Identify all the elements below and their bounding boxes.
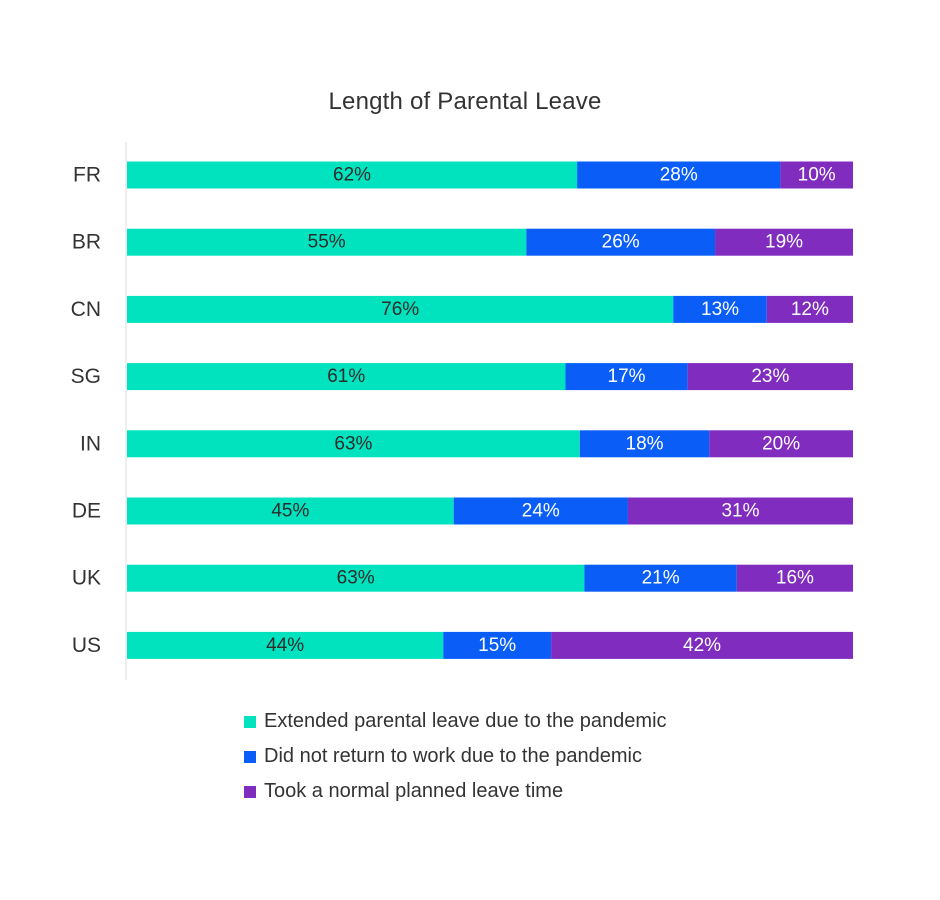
bar-de-did-not-return [453,497,628,525]
legend-swatch-normal-leave [244,785,256,798]
bar-uk-did-not-return [584,564,737,592]
data-label-br-normal-leave: 19% [765,232,803,253]
bar-us-extended [127,631,444,659]
legend-label-did-not-return: Did not return to work due to the pandem… [264,745,642,767]
category-label-fr: FR [73,164,101,187]
legend-item-extended: Extended parental leave due to the pande… [244,704,667,739]
data-label-us-normal-leave: 42% [683,635,721,656]
data-label-sg-normal-leave: 23% [751,366,789,387]
bar-fr-normal-leave [780,161,853,189]
bar-fr-extended [127,161,578,189]
bar-uk-extended [127,564,585,592]
category-label-br: BR [72,231,101,254]
bar-sg-extended [127,363,566,391]
category-label-in: IN [80,432,101,455]
data-label-in-normal-leave: 20% [762,433,800,454]
data-label-de-did-not-return: 24% [522,501,560,522]
bar-us-normal-leave [551,631,853,659]
data-label-cn-did-not-return: 13% [701,299,739,320]
legend-swatch-did-not-return [244,750,256,763]
legend: Extended parental leave due to the pande… [244,704,667,809]
bar-sg-did-not-return [565,363,688,391]
bars-layer: FR 62% 28% 10% BR 55% 26% 19% CN 76% 13% 12% SG 61% 17… [71,161,853,659]
bar-br-did-not-return [526,228,716,256]
bar-de-extended [127,497,454,525]
category-label-us: US [72,634,101,657]
legend-label-extended: Extended parental leave due to the pande… [264,710,667,732]
legend-item-normal-leave: Took a normal planned leave time [244,774,667,809]
category-label-cn: CN [71,298,101,321]
bar-fr-did-not-return [577,161,781,189]
bar-in-normal-leave [709,430,853,458]
bar-in-extended [127,430,580,458]
bar-br-normal-leave [715,228,853,256]
data-label-us-did-not-return: 15% [478,635,516,656]
bar-de-normal-leave [627,497,853,525]
data-label-fr-normal-leave: 10% [798,165,836,186]
bar-us-did-not-return [443,631,552,659]
bar-br-extended [127,228,527,256]
legend-swatch-extended [244,715,256,728]
data-label-sg-extended: 61% [327,366,365,387]
data-label-uk-did-not-return: 21% [642,568,680,589]
data-label-br-extended: 55% [308,232,346,253]
data-label-fr-did-not-return: 28% [660,165,698,186]
data-label-fr-extended: 62% [333,165,371,186]
chart-title: Length of Parental Leave [328,88,602,115]
data-label-de-normal-leave: 31% [721,501,759,522]
bar-sg-normal-leave [687,363,853,391]
data-label-in-extended: 63% [334,433,372,454]
category-label-uk: UK [72,567,101,590]
category-label-de: DE [72,500,101,523]
data-label-in-did-not-return: 18% [626,433,664,454]
data-label-us-extended: 44% [266,635,304,656]
bar-in-did-not-return [579,430,710,458]
bar-cn-did-not-return [673,295,767,323]
data-label-sg-did-not-return: 17% [608,366,646,387]
legend-item-did-not-return: Did not return to work due to the pandem… [244,739,667,774]
bar-uk-normal-leave [736,564,853,592]
category-label-sg: SG [71,365,101,388]
legend-label-normal-leave: Took a normal planned leave time [264,780,564,802]
data-label-cn-extended: 76% [381,299,419,320]
data-label-cn-normal-leave: 12% [791,299,829,320]
data-label-br-did-not-return: 26% [602,232,640,253]
data-label-de-extended: 45% [271,501,309,522]
data-label-uk-extended: 63% [337,568,375,589]
bar-cn-normal-leave [766,295,853,323]
data-label-uk-normal-leave: 16% [776,568,814,589]
bar-cn-extended [127,295,674,323]
